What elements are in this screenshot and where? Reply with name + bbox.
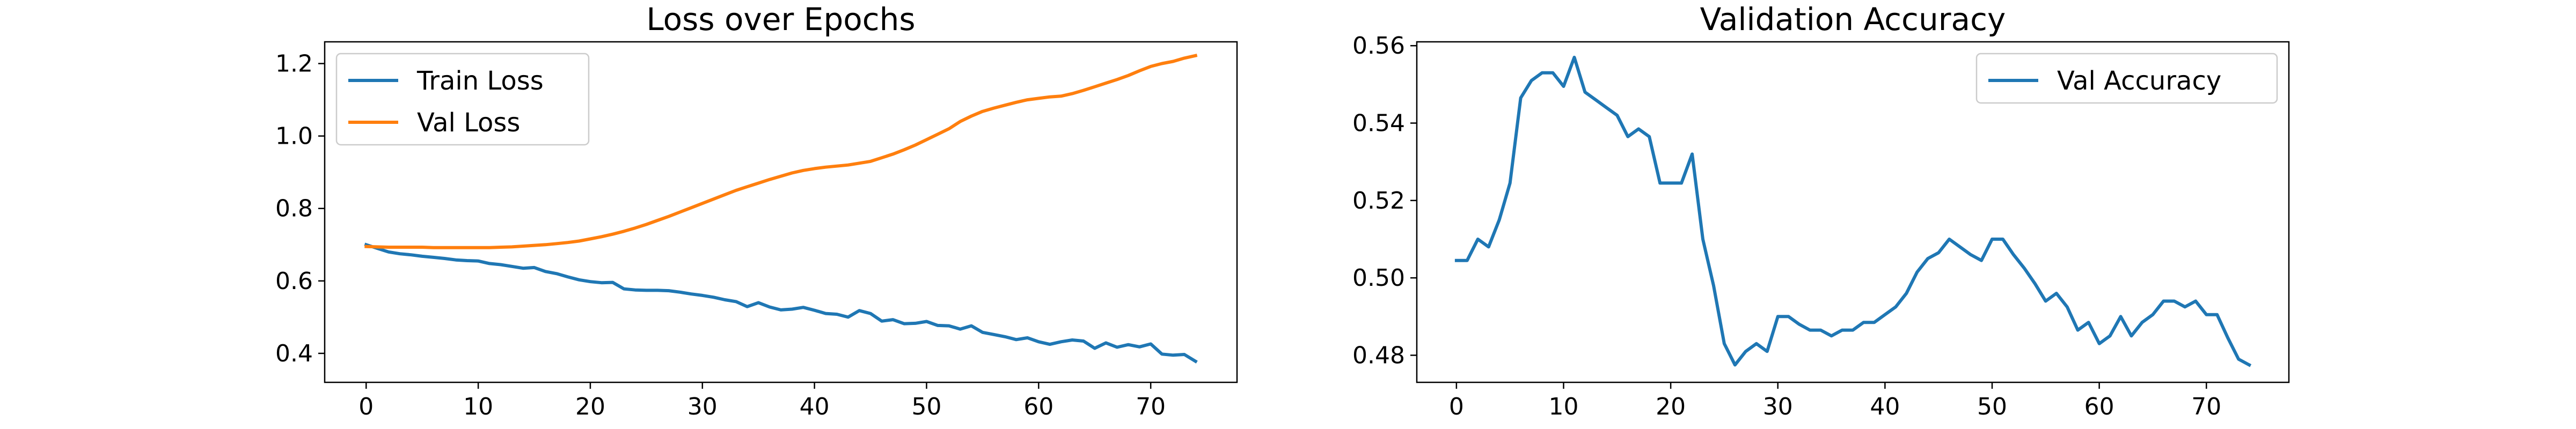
legend: Val Accuracy bbox=[1975, 53, 2278, 104]
y-tick-label: 1.0 bbox=[275, 123, 313, 150]
x-tick-label: 40 bbox=[800, 393, 830, 420]
y-tick-label: 0.6 bbox=[275, 268, 313, 295]
x-tick-label: 0 bbox=[358, 393, 374, 420]
y-tick-label: 0.52 bbox=[1352, 187, 1405, 214]
chart-title: Validation Accuracy bbox=[1700, 1, 2006, 38]
x-tick-label: 40 bbox=[1870, 393, 1900, 420]
y-tick-label: 0.4 bbox=[275, 340, 313, 367]
series-line-train-loss bbox=[364, 242, 1198, 364]
y-tick-label: 0.56 bbox=[1352, 32, 1405, 60]
y-tick-label: 0.54 bbox=[1352, 110, 1405, 137]
legend: Train Loss Val Loss bbox=[335, 53, 590, 146]
y-axis: 0.4 0.6 0.8 1.0 1.2 bbox=[275, 50, 325, 367]
x-tick-label: 20 bbox=[1656, 393, 1686, 420]
y-tick-label: 1.2 bbox=[275, 50, 313, 78]
x-tick-label: 50 bbox=[911, 393, 941, 420]
x-axis: 0 10 20 30 40 50 60 70 bbox=[1449, 382, 2221, 420]
chart-loss-over-epochs: Loss over Epochs 0 10 20 30 40 50 60 70 0.40.60… bbox=[275, 1, 1238, 420]
y-tick-label: 0.48 bbox=[1352, 342, 1405, 369]
x-tick-label: 30 bbox=[1763, 393, 1793, 420]
x-tick-label: 70 bbox=[2191, 393, 2221, 420]
axes-frame bbox=[1416, 41, 2290, 383]
x-tick-label: 10 bbox=[1548, 393, 1578, 420]
series-line-val-loss bbox=[364, 54, 1198, 249]
y-tick-label: 0.50 bbox=[1352, 264, 1405, 292]
axes-frame bbox=[324, 41, 1238, 383]
chart-title: Loss over Epochs bbox=[646, 1, 915, 38]
legend-label: Val Accuracy bbox=[2057, 66, 2221, 96]
x-tick-label: 0 bbox=[1449, 393, 1464, 420]
legend-box bbox=[335, 53, 590, 146]
x-tick-label: 70 bbox=[1136, 393, 1166, 420]
x-tick-label: 30 bbox=[687, 393, 718, 420]
x-tick-label: 50 bbox=[1977, 393, 2007, 420]
x-tick-label: 10 bbox=[463, 393, 493, 420]
plot-area bbox=[1454, 55, 2252, 367]
series-line-val-accuracy bbox=[1454, 55, 2252, 367]
x-tick-label: 60 bbox=[2084, 393, 2114, 420]
x-tick-label: 60 bbox=[1023, 393, 1053, 420]
x-axis: 0 10 20 30 40 50 60 70 bbox=[358, 382, 1166, 420]
legend-label: Val Loss bbox=[417, 108, 520, 138]
legend-label: Train Loss bbox=[416, 66, 544, 96]
plot-area bbox=[364, 54, 1198, 364]
legend-box bbox=[1975, 53, 2278, 104]
x-tick-label: 20 bbox=[575, 393, 605, 420]
y-tick-label: 0.8 bbox=[275, 195, 313, 223]
chart-validation-accuracy: Validation Accuracy 0 10 20 30 40 50 60 70 0.48… bbox=[1352, 1, 2290, 420]
y-axis: 0.48 0.50 0.52 0.54 0.56 bbox=[1352, 32, 1417, 369]
